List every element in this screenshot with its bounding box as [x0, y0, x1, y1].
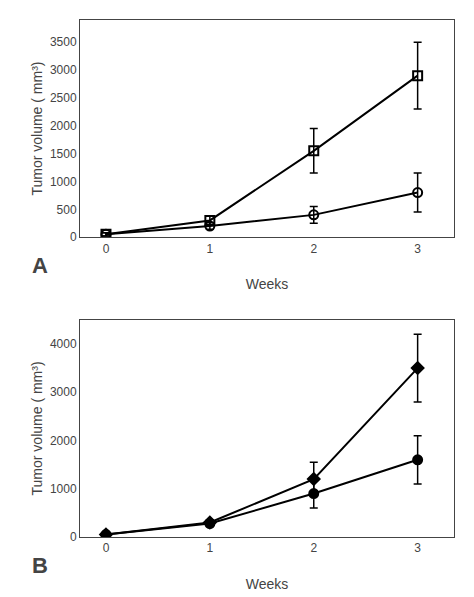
svg-text:0: 0: [103, 541, 110, 555]
svg-text:Tumor volume ( mm³): Tumor volume ( mm³): [29, 361, 45, 495]
svg-text:2000: 2000: [50, 119, 77, 133]
svg-text:3: 3: [414, 242, 421, 256]
svg-text:0: 0: [70, 530, 77, 544]
svg-text:1000: 1000: [50, 482, 77, 496]
svg-text:Tumor volume ( mm³): Tumor volume ( mm³): [29, 62, 45, 196]
svg-text:2000: 2000: [50, 434, 77, 448]
svg-text:500: 500: [57, 203, 77, 217]
svg-text:0: 0: [103, 242, 110, 256]
svg-text:4000: 4000: [50, 337, 77, 351]
svg-text:B: B: [32, 553, 48, 578]
svg-text:1: 1: [207, 242, 214, 256]
svg-text:3000: 3000: [50, 63, 77, 77]
svg-text:1: 1: [207, 541, 214, 555]
svg-text:1500: 1500: [50, 147, 77, 161]
svg-text:3000: 3000: [50, 385, 77, 399]
svg-text:0: 0: [70, 230, 77, 244]
svg-text:3: 3: [414, 541, 421, 555]
svg-text:Weeks: Weeks: [246, 276, 289, 292]
svg-text:3500: 3500: [50, 35, 77, 49]
svg-text:2: 2: [310, 242, 317, 256]
svg-text:2: 2: [310, 541, 317, 555]
svg-text:Weeks: Weeks: [246, 576, 289, 592]
svg-text:A: A: [32, 253, 48, 278]
svg-text:2500: 2500: [50, 91, 77, 105]
svg-text:1000: 1000: [50, 175, 77, 189]
